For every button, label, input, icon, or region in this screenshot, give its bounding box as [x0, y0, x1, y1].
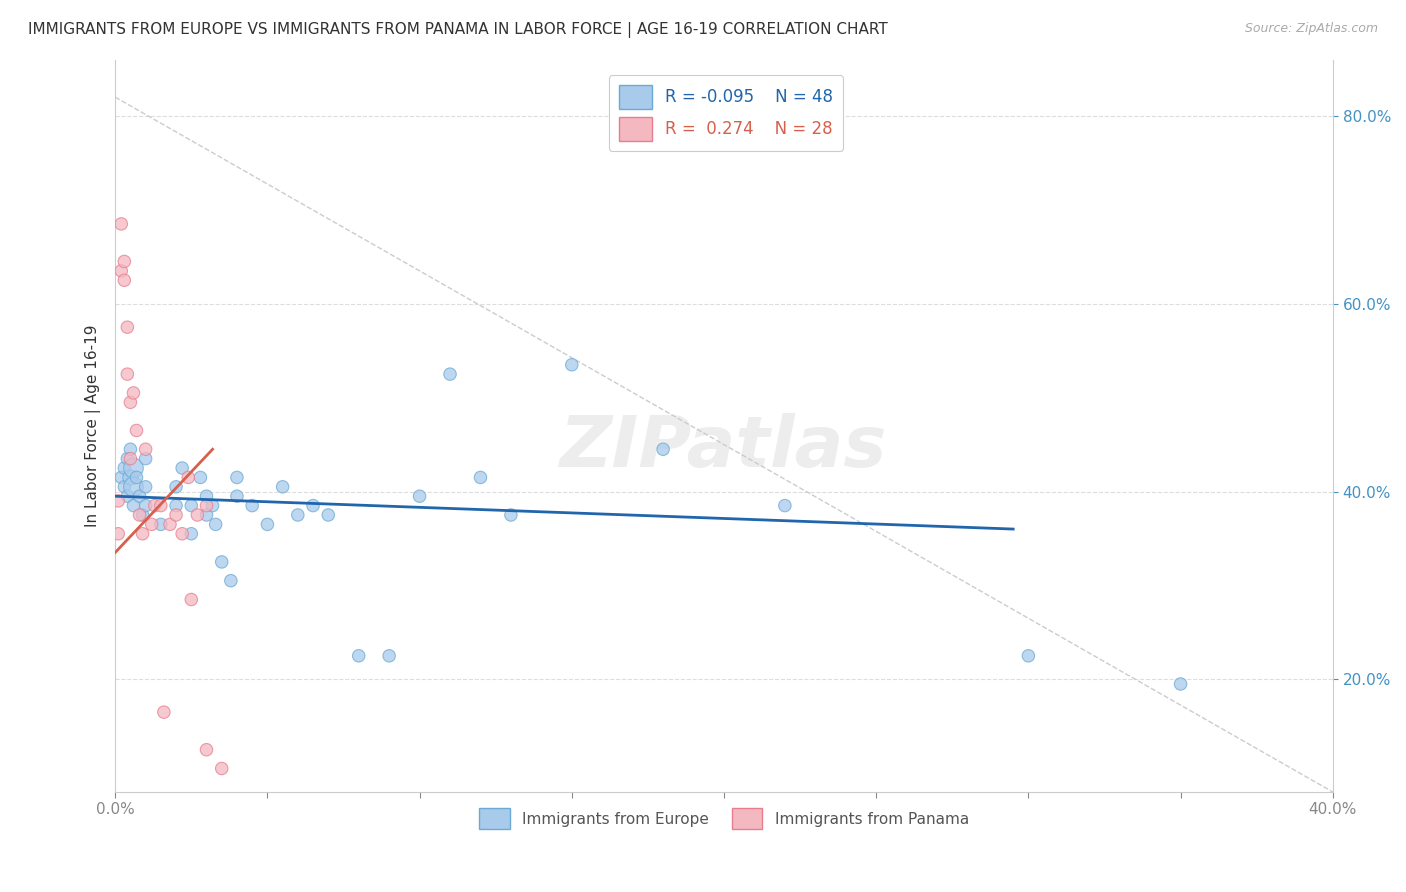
Point [128, 508, 150, 522]
Point [287, 508, 309, 522]
Point [117, 489, 139, 503]
Point [159, 517, 181, 532]
Point [125, 424, 148, 438]
Point [122, 461, 145, 475]
Point [149, 499, 172, 513]
Point [1170, 677, 1192, 691]
Point [128, 489, 150, 503]
Point [177, 470, 200, 484]
Point [122, 499, 145, 513]
Point [186, 508, 208, 522]
Point [408, 489, 430, 503]
Legend: Immigrants from Europe, Immigrants from Panama: Immigrants from Europe, Immigrants from … [472, 802, 974, 836]
Point [107, 526, 129, 541]
Point [120, 451, 142, 466]
Point [195, 508, 218, 522]
Point [112, 254, 135, 268]
Point [149, 517, 172, 532]
Point [195, 499, 218, 513]
Point [110, 264, 132, 278]
Point [110, 217, 132, 231]
Point [120, 470, 142, 484]
Text: ZIPatlas: ZIPatlas [561, 413, 887, 483]
Point [165, 480, 187, 494]
Point [219, 574, 242, 588]
Point [117, 367, 139, 381]
Point [135, 451, 157, 466]
Point [226, 489, 249, 503]
Point [347, 648, 370, 663]
Point [195, 489, 218, 503]
Point [143, 499, 166, 513]
Point [211, 762, 233, 776]
Point [195, 742, 218, 756]
Point [1017, 648, 1039, 663]
Point [110, 470, 132, 484]
Point [135, 499, 157, 513]
Point [112, 273, 135, 287]
Point [112, 480, 135, 494]
Point [131, 508, 153, 522]
Point [271, 480, 294, 494]
Point [180, 499, 202, 513]
Point [378, 648, 401, 663]
Point [120, 395, 142, 409]
Y-axis label: In Labor Force | Age 16-19: In Labor Force | Age 16-19 [86, 325, 101, 527]
Point [135, 442, 157, 457]
Point [117, 451, 139, 466]
Point [122, 480, 145, 494]
Point [226, 470, 249, 484]
Point [153, 705, 176, 719]
Point [107, 494, 129, 508]
Point [122, 385, 145, 400]
Point [172, 526, 194, 541]
Point [773, 499, 796, 513]
Point [302, 499, 325, 513]
Point [240, 499, 263, 513]
Point [125, 470, 148, 484]
Point [561, 358, 583, 372]
Point [141, 517, 163, 532]
Point [180, 592, 202, 607]
Point [180, 526, 202, 541]
Point [190, 470, 212, 484]
Point [652, 442, 675, 457]
Point [172, 461, 194, 475]
Text: Source: ZipAtlas.com: Source: ZipAtlas.com [1244, 22, 1378, 36]
Point [256, 517, 278, 532]
Point [117, 320, 139, 334]
Point [135, 480, 157, 494]
Point [316, 508, 339, 522]
Point [165, 508, 187, 522]
Point [120, 442, 142, 457]
Point [499, 508, 522, 522]
Point [112, 461, 135, 475]
Point [201, 499, 224, 513]
Text: IMMIGRANTS FROM EUROPE VS IMMIGRANTS FROM PANAMA IN LABOR FORCE | AGE 16-19 CORR: IMMIGRANTS FROM EUROPE VS IMMIGRANTS FRO… [28, 22, 887, 38]
Point [165, 499, 187, 513]
Point [204, 517, 226, 532]
Point [131, 526, 153, 541]
Point [470, 470, 492, 484]
Point [439, 367, 461, 381]
Point [211, 555, 233, 569]
